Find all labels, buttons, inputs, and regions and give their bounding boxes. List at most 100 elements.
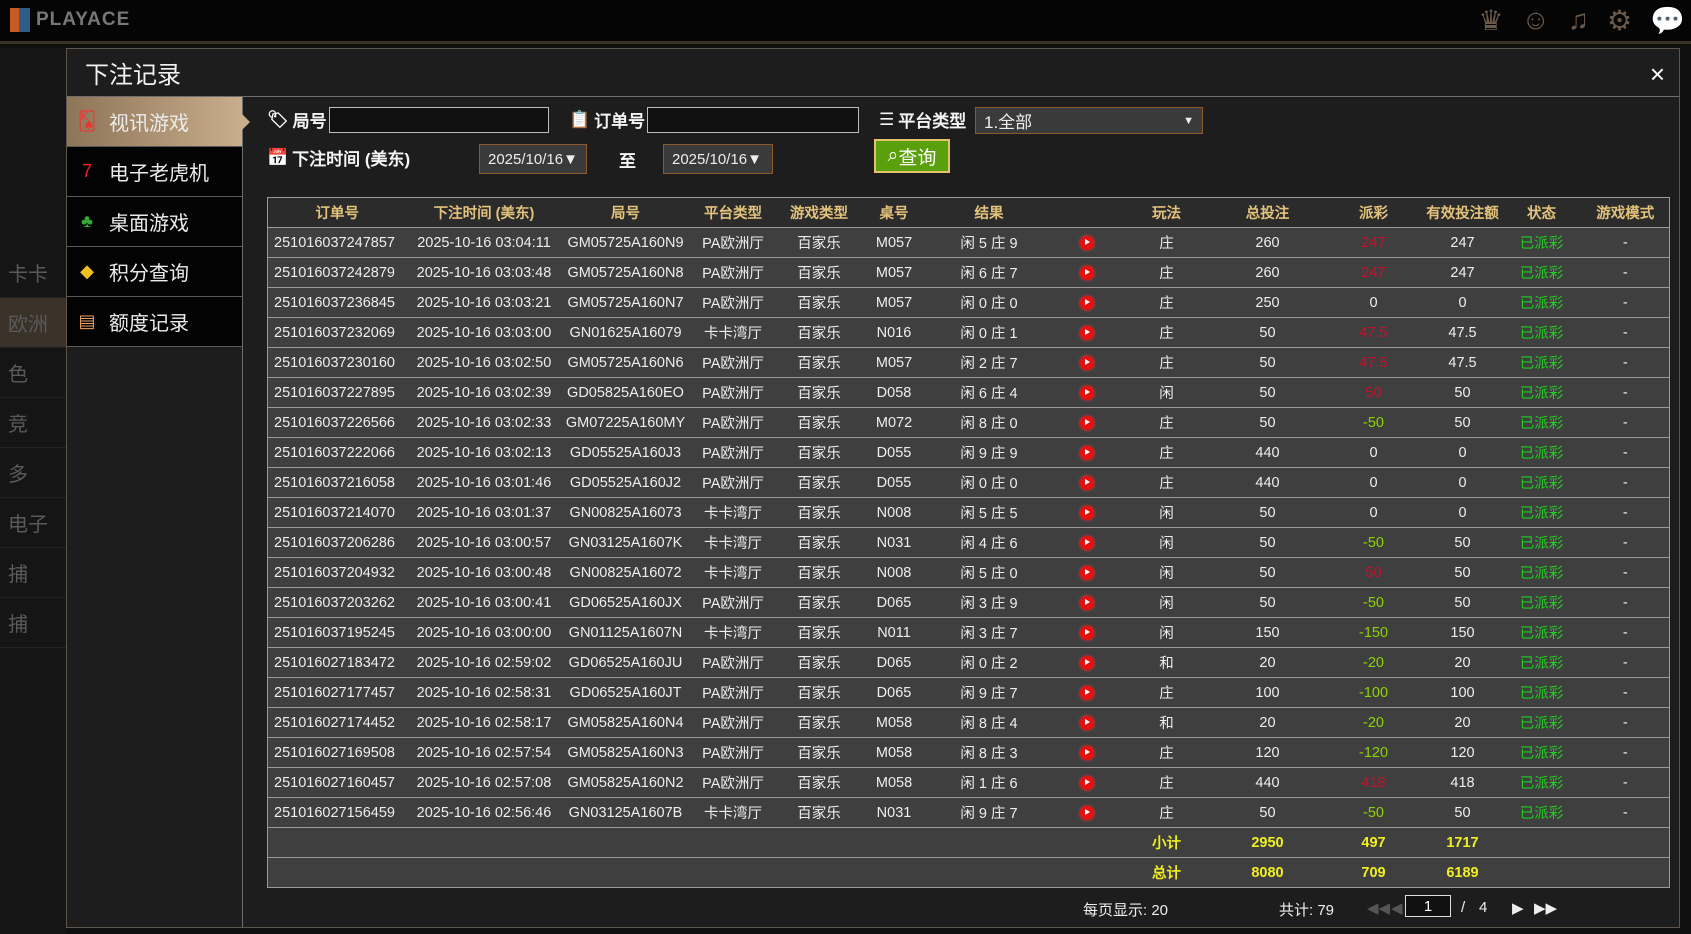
replay-cell[interactable] [1051,257,1122,288]
total-bet-cell: 50 [1211,557,1324,588]
chat-icon[interactable]: 💬 [1650,5,1685,36]
replay-cell[interactable] [1051,317,1122,348]
empty-cell [926,827,1052,858]
nav-item-2[interactable]: ♣ 桌面游戏 [67,197,242,247]
order-no-cell: 251016037216058 [267,467,407,498]
replay-cell[interactable] [1051,347,1122,378]
nav-item-4[interactable]: ▤ 额度记录 [67,297,242,347]
result-cell: 闲 8 庄 4 [926,707,1052,738]
valid-bet-cell: 0 [1423,437,1502,468]
payout-cell: -20 [1323,647,1424,678]
order-input[interactable] [647,107,859,133]
replay-cell[interactable] [1051,437,1122,468]
replay-cell[interactable] [1051,707,1122,738]
empty-cell [406,857,562,888]
vip-icon[interactable]: ♛ [1478,5,1504,36]
next-page-icon[interactable]: ▶ [1512,900,1524,917]
table-no-cell: M057 [861,347,927,378]
play-video-icon[interactable] [1079,595,1094,610]
bet-type-cell: 庄 [1121,797,1212,828]
play-video-icon[interactable] [1079,295,1094,310]
replay-cell[interactable] [1051,767,1122,798]
table-row: 251016037203262 2025-10-16 03:00:41 GD0652… [267,587,1670,618]
bet-type-cell: 庄 [1121,677,1212,708]
platform-select[interactable]: 1.全部 ▼ [975,107,1203,134]
date-to-select[interactable]: 2025/10/16▼ [663,144,773,174]
play-video-icon[interactable] [1079,745,1094,760]
status-cell: 已派彩 [1501,677,1582,708]
round-no-cell: GN01625A16079 [561,317,690,348]
replay-cell[interactable] [1051,797,1122,828]
play-video-icon[interactable] [1079,475,1094,490]
play-video-icon[interactable] [1079,325,1094,340]
round-no-cell: GM07225A160MY [561,407,690,438]
play-video-icon[interactable] [1079,535,1094,550]
last-page-icon[interactable]: ▶▶ [1534,900,1558,917]
bet-time-cell: 2025-10-16 03:02:13 [406,437,562,468]
subtotal-valid: 1717 [1423,827,1502,858]
gear-icon[interactable]: ⚙ [1607,5,1633,36]
replay-cell[interactable] [1051,467,1122,498]
play-video-icon[interactable] [1079,655,1094,670]
platform-value: 1.全部 [984,113,1033,132]
game-type-cell: 百家乐 [776,347,862,378]
round-input[interactable] [329,107,549,133]
customer-service-icon[interactable]: ☺ [1521,4,1551,35]
music-icon[interactable]: ♫ [1568,4,1590,35]
close-icon[interactable]: × [1649,59,1665,89]
play-video-icon[interactable] [1079,625,1094,640]
play-video-icon[interactable] [1079,235,1094,250]
table-row: 251016027177457 2025-10-16 02:58:31 GD0652… [267,677,1670,708]
play-video-icon[interactable] [1079,565,1094,580]
play-video-icon[interactable] [1079,415,1094,430]
empty-cell [776,857,862,888]
play-video-icon[interactable] [1079,505,1094,520]
replay-cell[interactable] [1051,617,1122,648]
first-page-icon[interactable]: ◀◀ [1367,900,1391,917]
prev-page-icon[interactable]: ◀ [1391,900,1403,917]
play-video-icon[interactable] [1079,265,1094,280]
table-no-cell: M058 [861,767,927,798]
payout-cell: -100 [1323,677,1424,708]
replay-cell[interactable] [1051,647,1122,678]
nav-item-1[interactable]: 7 电子老虎机 [67,147,242,197]
play-video-icon[interactable] [1079,355,1094,370]
play-video-icon[interactable] [1079,775,1094,790]
total-bet-cell: 150 [1211,617,1324,648]
replay-cell[interactable] [1051,527,1122,558]
game-type-cell: 百家乐 [776,317,862,348]
play-video-icon[interactable] [1079,385,1094,400]
replay-cell[interactable] [1051,227,1122,258]
replay-cell[interactable] [1051,407,1122,438]
query-button[interactable]: ⌕ 查询 [874,139,950,173]
payout-cell: 47.5 [1323,347,1424,378]
total-bet-cell: 20 [1211,707,1324,738]
nav-item-3[interactable]: ◆ 积分查询 [67,247,242,297]
valid-bet-cell: 247 [1423,257,1502,288]
replay-cell[interactable] [1051,557,1122,588]
column-header: 桌号 [861,197,927,228]
column-header: 下注时间 (美东) [406,197,562,228]
page-input[interactable] [1405,895,1451,917]
replay-cell[interactable] [1051,497,1122,528]
play-video-icon[interactable] [1079,445,1094,460]
table-row: 251016037195245 2025-10-16 03:00:00 GN0112… [267,617,1670,648]
date-from-select[interactable]: 2025/10/16▼ [479,144,587,174]
table-no-cell: N016 [861,317,927,348]
play-video-icon[interactable] [1079,805,1094,820]
nav-item-0[interactable]: 🂮 视讯游戏 [67,97,250,147]
replay-cell[interactable] [1051,287,1122,318]
play-video-icon[interactable] [1079,685,1094,700]
replay-cell[interactable] [1051,737,1122,768]
background-sidebar-item: 捕 [0,598,66,648]
bet-type-cell: 庄 [1121,317,1212,348]
bet-time-cell: 2025-10-16 03:02:39 [406,377,562,408]
empty-cell [1581,857,1670,888]
play-video-icon[interactable] [1079,715,1094,730]
game-mode-cell: - [1581,497,1670,528]
total-row: 总计 8080 709 6189 [267,857,1670,888]
replay-cell[interactable] [1051,587,1122,618]
table-row: 251016027160457 2025-10-16 02:57:08 GM0582… [267,767,1670,798]
replay-cell[interactable] [1051,677,1122,708]
replay-cell[interactable] [1051,377,1122,408]
